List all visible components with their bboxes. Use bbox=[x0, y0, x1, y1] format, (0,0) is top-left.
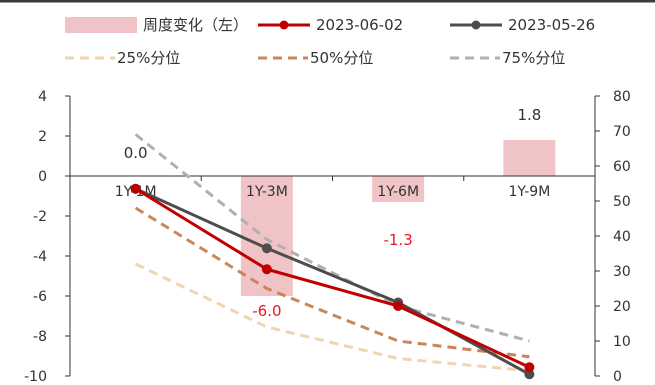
right-axis-tick-label: 10 bbox=[613, 334, 631, 350]
legend-label-2023-05-26: 2023-05-26 bbox=[508, 16, 595, 34]
left-axis-tick-label: -8 bbox=[33, 329, 47, 345]
bar-data-label-1Y-3M: -6.0 bbox=[252, 302, 281, 320]
left-axis-tick-label: -6 bbox=[33, 289, 47, 305]
series-point-2023-05-26-1Y-3M bbox=[262, 243, 272, 253]
right-axis-tick-label: 70 bbox=[613, 124, 631, 140]
series-line-50%分位 bbox=[136, 208, 530, 357]
legend-label-2023-06-02: 2023-06-02 bbox=[316, 16, 403, 34]
right-axis-tick-label: 30 bbox=[613, 264, 631, 280]
series-point-2023-06-02-1Y-3M bbox=[262, 264, 272, 274]
series-point-2023-06-02-1Y-1M bbox=[131, 184, 141, 194]
category-label-1Y-9M: 1Y-9M bbox=[508, 184, 550, 200]
series-line-75%分位 bbox=[136, 135, 530, 342]
left-axis-tick-label: -10 bbox=[24, 369, 47, 385]
right-axis-tick-label: 40 bbox=[613, 229, 631, 245]
left-axis-tick-label: 4 bbox=[38, 89, 47, 105]
right-axis-tick-label: 50 bbox=[613, 194, 631, 210]
left-axis-tick-label: 0 bbox=[38, 169, 47, 185]
legend-swatch-weekly-change bbox=[65, 17, 137, 33]
right-axis-tick-label: 80 bbox=[613, 89, 631, 105]
left-axis-tick-label: 2 bbox=[38, 129, 47, 145]
category-label-1Y-6M: 1Y-6M bbox=[377, 184, 419, 200]
bar-1Y-9M bbox=[503, 140, 555, 176]
left-axis-tick-label: -4 bbox=[33, 249, 47, 265]
legend-label-25%分位: 25%分位 bbox=[117, 49, 180, 67]
series-line-2023-05-26 bbox=[136, 189, 530, 375]
series-point-2023-06-02-1Y-9M bbox=[524, 362, 534, 372]
legend-marker-2023-06-02 bbox=[280, 21, 289, 30]
category-label-1Y-3M: 1Y-3M bbox=[246, 184, 288, 200]
legend-marker-2023-05-26 bbox=[472, 21, 481, 30]
bar-data-label-1Y-6M: -1.3 bbox=[383, 231, 412, 249]
legend-label-75%分位: 75%分位 bbox=[502, 49, 565, 67]
legend-label-weekly-change: 周度变化（左） bbox=[143, 16, 248, 34]
bar-data-label-1Y-1M: 0.0 bbox=[124, 144, 148, 162]
bar-data-label-1Y-9M: 1.8 bbox=[517, 106, 541, 124]
legend-label-50%分位: 50%分位 bbox=[310, 49, 373, 67]
right-axis-tick-label: 20 bbox=[613, 299, 631, 315]
left-axis-tick-label: -2 bbox=[33, 209, 47, 225]
right-axis-tick-label: 60 bbox=[613, 159, 631, 175]
series-point-2023-06-02-1Y-6M bbox=[393, 301, 403, 311]
right-axis-tick-label: 0 bbox=[613, 369, 622, 385]
series-line-25%分位 bbox=[136, 264, 530, 371]
